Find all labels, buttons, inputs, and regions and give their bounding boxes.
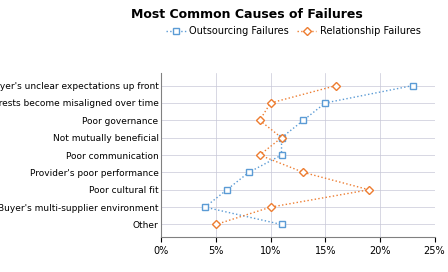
Outsourcing Failures [279, 136, 284, 139]
Relationship Failures [213, 223, 219, 226]
Relationship Failures [268, 101, 273, 105]
Outsourcing Failures [410, 84, 415, 87]
Relationship Failures [268, 205, 273, 209]
Line: Relationship Failures: Relationship Failures [213, 83, 372, 227]
Relationship Failures [279, 136, 284, 139]
Relationship Failures [333, 84, 339, 87]
Line: Outsourcing Failures: Outsourcing Failures [202, 83, 415, 227]
Relationship Failures [366, 188, 372, 191]
Text: Most Common Causes of Failures: Most Common Causes of Failures [130, 8, 362, 21]
Relationship Failures [301, 171, 306, 174]
Relationship Failures [257, 119, 263, 122]
Legend: Outsourcing Failures, Relationship Failures: Outsourcing Failures, Relationship Failu… [166, 26, 421, 36]
Outsourcing Failures [323, 101, 328, 105]
Outsourcing Failures [301, 119, 306, 122]
Outsourcing Failures [279, 153, 284, 157]
Outsourcing Failures [202, 205, 208, 209]
Outsourcing Failures [246, 171, 251, 174]
Outsourcing Failures [279, 223, 284, 226]
Outsourcing Failures [224, 188, 229, 191]
Relationship Failures [257, 153, 263, 157]
